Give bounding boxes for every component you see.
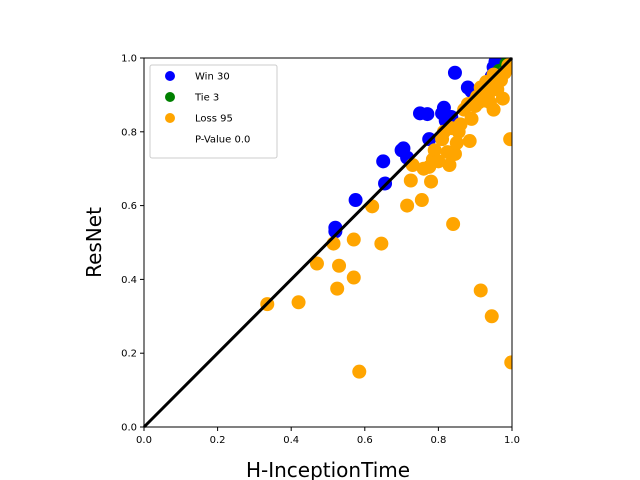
data-point	[376, 154, 391, 169]
y-tick-label: 0.4	[121, 275, 137, 286]
y-tick-label: 1.0	[121, 54, 137, 65]
data-point	[473, 283, 488, 298]
points-layer	[260, 58, 512, 379]
legend-label: Loss 95	[195, 114, 233, 125]
data-point	[446, 217, 461, 232]
data-point	[495, 91, 510, 106]
x-tick-label: 0.6	[357, 435, 373, 446]
data-point	[348, 193, 363, 208]
data-point	[328, 224, 343, 239]
data-point	[346, 270, 361, 285]
data-point	[403, 173, 418, 188]
ticks-layer: 0.0 0.2 0.4 0.6 0.8 1.0 0.0 0.2 0.4 0.6 0.8 1.0	[121, 54, 520, 447]
data-point	[332, 258, 347, 273]
data-point	[442, 158, 457, 173]
data-point	[420, 107, 435, 122]
data-point	[453, 117, 468, 132]
data-point	[291, 295, 306, 310]
data-point	[330, 281, 345, 296]
data-point	[309, 256, 324, 271]
data-point	[427, 143, 442, 158]
data-point	[503, 132, 512, 147]
data-point	[462, 134, 477, 149]
data-point	[464, 111, 479, 126]
legend: Win 30 Tie 3 Loss 95 P-Value 0.0	[149, 64, 278, 159]
x-tick-label: 0.4	[283, 435, 299, 446]
y-tick-label: 0.6	[121, 201, 137, 212]
x-tick-label: 0.8	[430, 435, 446, 446]
data-point	[414, 193, 429, 208]
legend-marker	[165, 113, 175, 123]
diagonal-line	[142, 56, 514, 429]
plot-frame	[143, 57, 513, 428]
x-tick-label: 0.0	[136, 435, 152, 446]
data-point	[504, 355, 512, 370]
legend-marker	[165, 92, 175, 102]
y-tick-label: 0.0	[121, 423, 137, 434]
x-tick-label: 0.2	[210, 435, 226, 446]
data-point	[484, 309, 499, 324]
data-point	[400, 198, 415, 213]
x-tick-label: 1.0	[504, 435, 520, 446]
data-point	[431, 154, 446, 169]
data-point	[447, 65, 462, 80]
y-axis-label: ResNet	[82, 207, 106, 278]
data-point	[449, 135, 464, 150]
legend-label: Tie 3	[194, 93, 219, 104]
legend-label: Win 30	[195, 72, 230, 83]
legend-label: P-Value 0.0	[195, 135, 250, 146]
x-axis-label: H-InceptionTime	[246, 458, 410, 480]
data-point	[346, 232, 361, 247]
data-point	[447, 146, 462, 161]
data-point	[352, 364, 367, 379]
y-tick-label: 0.2	[121, 349, 137, 360]
data-point	[424, 174, 439, 189]
data-point	[374, 236, 389, 251]
legend-box	[149, 64, 278, 159]
legend-marker	[165, 71, 175, 81]
y-tick-label: 0.8	[121, 127, 137, 138]
data-point	[486, 102, 501, 117]
